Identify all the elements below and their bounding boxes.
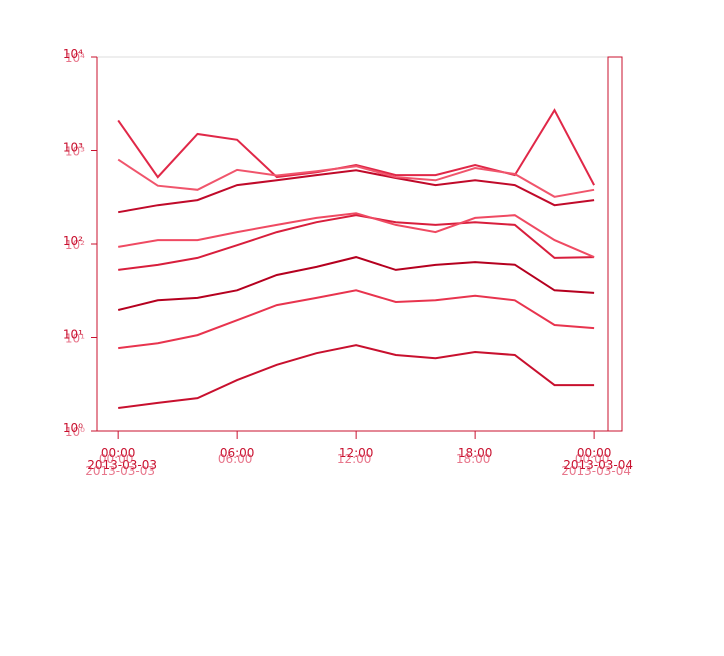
series-line	[117, 256, 595, 311]
x-tick-label: 00:00 2013-03-03	[85, 452, 155, 478]
x-tick-label-line: 06:00	[218, 452, 253, 466]
x-tick-label: 12:00	[339, 446, 374, 460]
series-line	[118, 289, 595, 350]
x-tick-label-line: 00:00	[577, 446, 612, 460]
y-tick-label: 10⁴	[63, 47, 83, 61]
series-line	[118, 214, 595, 271]
series-line	[118, 212, 595, 259]
y-tick-label: 10²	[65, 238, 85, 252]
x-tick-label-line: 18:00	[458, 446, 493, 460]
series-line	[118, 169, 595, 214]
x-tick-label-line: 00:00	[101, 446, 136, 460]
x-tick-label-line: 18:00	[456, 452, 491, 466]
series-line	[117, 108, 595, 186]
y-tick-label: 10⁰	[63, 421, 83, 435]
x-tick-label-line: 12:00	[339, 446, 374, 460]
plot-frame	[96, 56, 609, 432]
y-tick-label: 10¹	[63, 328, 83, 342]
x-tick-label-line: 00:00	[575, 452, 610, 466]
side-bar	[607, 56, 623, 432]
x-tick-label-line: 12:00	[337, 452, 372, 466]
x-tick-label-line: 00:00	[99, 452, 134, 466]
x-tick-label-line: 2013-03-04	[563, 458, 633, 472]
x-tick-label: 00:00 2013-03-04	[563, 446, 633, 472]
x-tick-label-line: 2013-03-04	[561, 464, 631, 478]
x-tick-label: 00:00 2013-03-03	[87, 446, 157, 472]
y-tick-label: 10⁴	[65, 51, 85, 65]
x-tick-label-line: 2013-03-03	[85, 464, 155, 478]
x-tick-label: 06:00	[218, 452, 253, 466]
y-tick-label: 10³	[65, 145, 85, 159]
x-tick-label-line: 06:00	[220, 446, 255, 460]
x-tick-label: 00:00 2013-03-04	[561, 452, 631, 478]
x-tick-label: 18:00	[458, 446, 493, 460]
x-tick-label: 18:00	[456, 452, 491, 466]
y-tick-label: 10²	[63, 234, 83, 248]
y-tick-label: 10¹	[65, 332, 85, 346]
x-tick-label: 06:00	[220, 446, 255, 460]
x-tick-label-line: 2013-03-03	[87, 458, 157, 472]
series-line	[118, 344, 595, 409]
y-tick-label: 10⁰	[65, 425, 85, 439]
series-line	[117, 158, 595, 198]
x-tick-label: 12:00	[337, 452, 372, 466]
y-tick-label: 10³	[63, 141, 83, 155]
